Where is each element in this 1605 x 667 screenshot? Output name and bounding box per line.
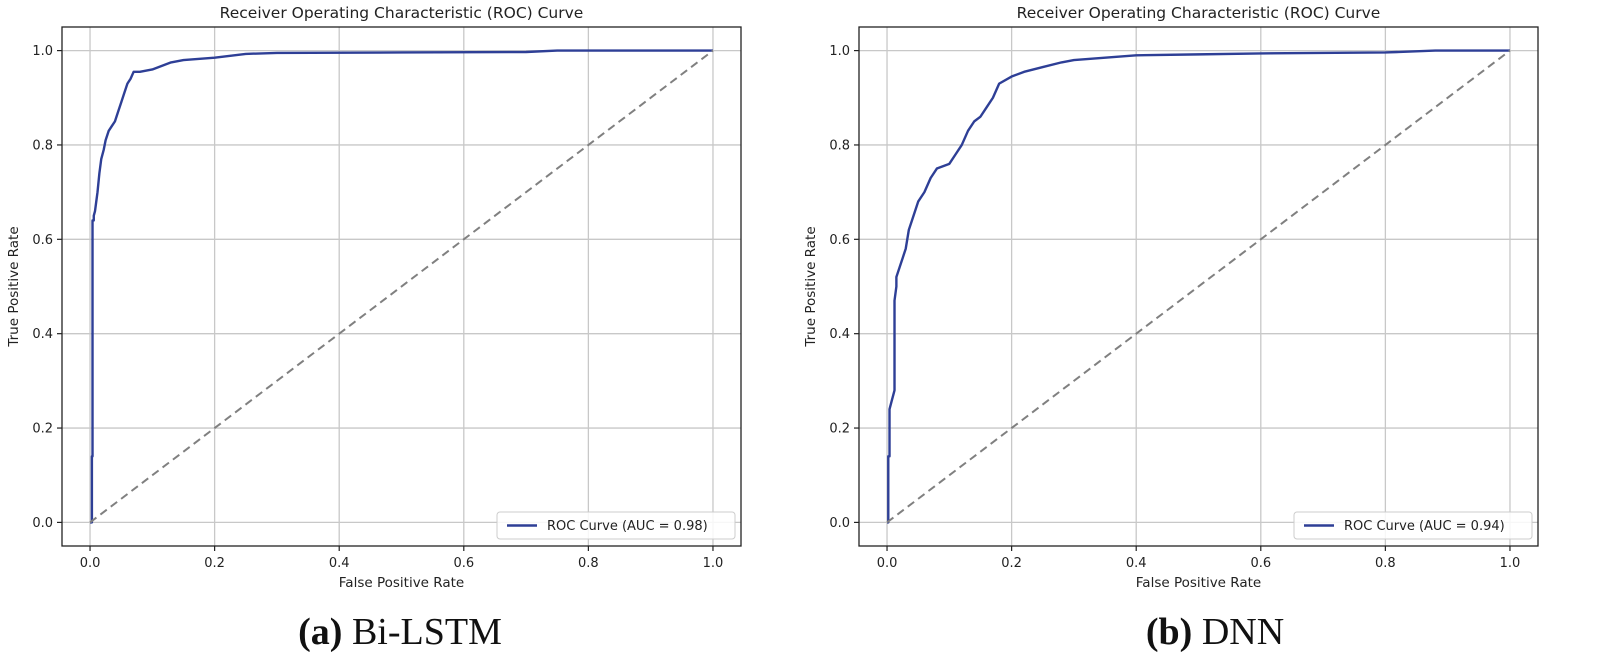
chance-diagonal-line [886, 49, 1511, 524]
x-tick-label: 0.6 [1250, 556, 1271, 571]
chart-title: Receiver Operating Characteristic (ROC) … [220, 4, 584, 22]
chart-title: Receiver Operating Characteristic (ROC) … [1017, 4, 1381, 22]
y-tick-label: 0.6 [32, 233, 53, 248]
y-tick-label: 1.0 [32, 44, 53, 59]
y-tick-label: 0.6 [829, 233, 850, 248]
x-tick-label: 0.2 [204, 556, 225, 571]
x-tick-label: 0.8 [578, 556, 599, 571]
caption-dnn: (b) DNN [1065, 610, 1365, 662]
plot-frame [858, 26, 1539, 547]
y-tick-label: 0.8 [829, 138, 850, 153]
plot-frame [61, 26, 742, 547]
x-tick-label: 0.2 [1001, 556, 1022, 571]
roc-curve-line [887, 49, 1510, 524]
grid [62, 27, 741, 546]
legend-label: ROC Curve (AUC = 0.98) [547, 519, 708, 534]
caption-text: Bi-LSTM [342, 611, 502, 653]
roc-curve-line [90, 49, 713, 524]
y-tick-label: 0.0 [32, 516, 53, 531]
y-axis-label: True Positive Rate [803, 226, 819, 347]
x-tick-label: 0.8 [1375, 556, 1396, 571]
y-tick-label: 0.8 [32, 138, 53, 153]
caption-bi-lstm: (a) Bi-LSTM [250, 610, 550, 662]
caption-tag: (b) [1145, 611, 1193, 653]
roc-chart-bi-lstm: Receiver Operating Characteristic (ROC) … [6, 4, 742, 591]
y-axis-label: True Positive Rate [6, 226, 22, 347]
legend: ROC Curve (AUC = 0.98) [496, 511, 736, 540]
caption-tag: (a) [298, 611, 343, 653]
y-tick-label: 0.4 [32, 327, 53, 342]
x-tick-label: 0.0 [877, 556, 898, 571]
y-tick-label: 0.2 [829, 422, 850, 437]
y-tick-label: 0.0 [829, 516, 850, 531]
caption-text: DNN [1192, 611, 1285, 653]
legend: ROC Curve (AUC = 0.94) [1293, 511, 1533, 540]
x-axis-label: False Positive Rate [1136, 575, 1261, 591]
legend-box [1293, 511, 1533, 540]
x-tick-label: 0.6 [453, 556, 474, 571]
x-tick-label: 0.4 [1126, 556, 1147, 571]
x-tick-label: 0.0 [80, 556, 101, 571]
y-tick-label: 0.4 [829, 327, 850, 342]
roc-chart-dnn: Receiver Operating Characteristic (ROC) … [803, 4, 1539, 591]
legend-box [496, 511, 736, 540]
x-tick-label: 1.0 [1500, 556, 1521, 571]
y-tick-label: 0.2 [32, 422, 53, 437]
chance-diagonal-line [89, 49, 714, 524]
x-tick-label: 1.0 [703, 556, 724, 571]
legend-label: ROC Curve (AUC = 0.94) [1344, 519, 1505, 534]
grid [859, 27, 1538, 546]
y-tick-label: 1.0 [829, 44, 850, 59]
x-axis-label: False Positive Rate [339, 575, 464, 591]
x-tick-label: 0.4 [329, 556, 350, 571]
